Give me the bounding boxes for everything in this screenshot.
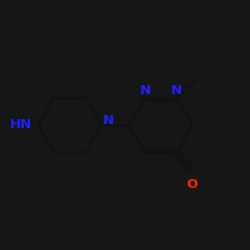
Text: N: N [139, 84, 150, 97]
Text: N: N [103, 114, 114, 126]
Text: N: N [171, 84, 182, 97]
Text: HN: HN [10, 118, 32, 132]
Text: O: O [186, 178, 197, 191]
